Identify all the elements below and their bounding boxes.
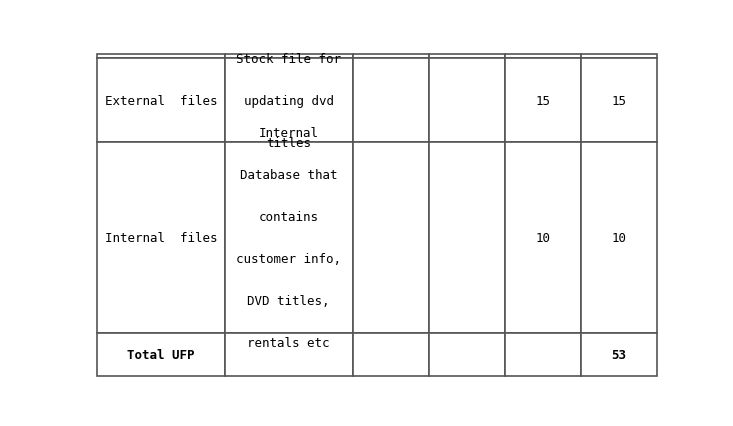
Text: External  files: External files: [105, 95, 218, 108]
Bar: [505, 143, 581, 333]
Text: Internal

Database that

contains

customer info,

DVD titles,

rentals etc: Internal Database that contains customer…: [236, 127, 342, 349]
Bar: [97, 59, 225, 143]
Bar: [429, 59, 505, 143]
Bar: [581, 59, 657, 143]
Bar: [429, 143, 505, 333]
Bar: [353, 55, 429, 59]
Bar: [97, 333, 225, 376]
Bar: [97, 55, 225, 59]
Bar: [225, 55, 353, 59]
Bar: [225, 143, 353, 333]
Bar: [225, 59, 353, 143]
Bar: [353, 59, 429, 143]
Bar: [97, 143, 225, 333]
Bar: [225, 333, 353, 376]
Bar: [581, 55, 657, 59]
Bar: [353, 333, 429, 376]
Text: 15: 15: [611, 95, 626, 108]
Text: Stock file for

updating dvd

titles: Stock file for updating dvd titles: [236, 53, 342, 150]
Bar: [581, 143, 657, 333]
Bar: [429, 55, 505, 59]
Bar: [429, 333, 505, 376]
Text: 15: 15: [535, 95, 550, 108]
Bar: [505, 333, 581, 376]
Bar: [505, 59, 581, 143]
Text: Internal  files: Internal files: [105, 232, 218, 245]
Bar: [353, 143, 429, 333]
Bar: [581, 333, 657, 376]
Bar: [505, 55, 581, 59]
Text: Total UFP: Total UFP: [128, 348, 195, 361]
Text: 53: 53: [611, 348, 626, 361]
Text: 10: 10: [611, 232, 626, 245]
Text: 10: 10: [535, 232, 550, 245]
